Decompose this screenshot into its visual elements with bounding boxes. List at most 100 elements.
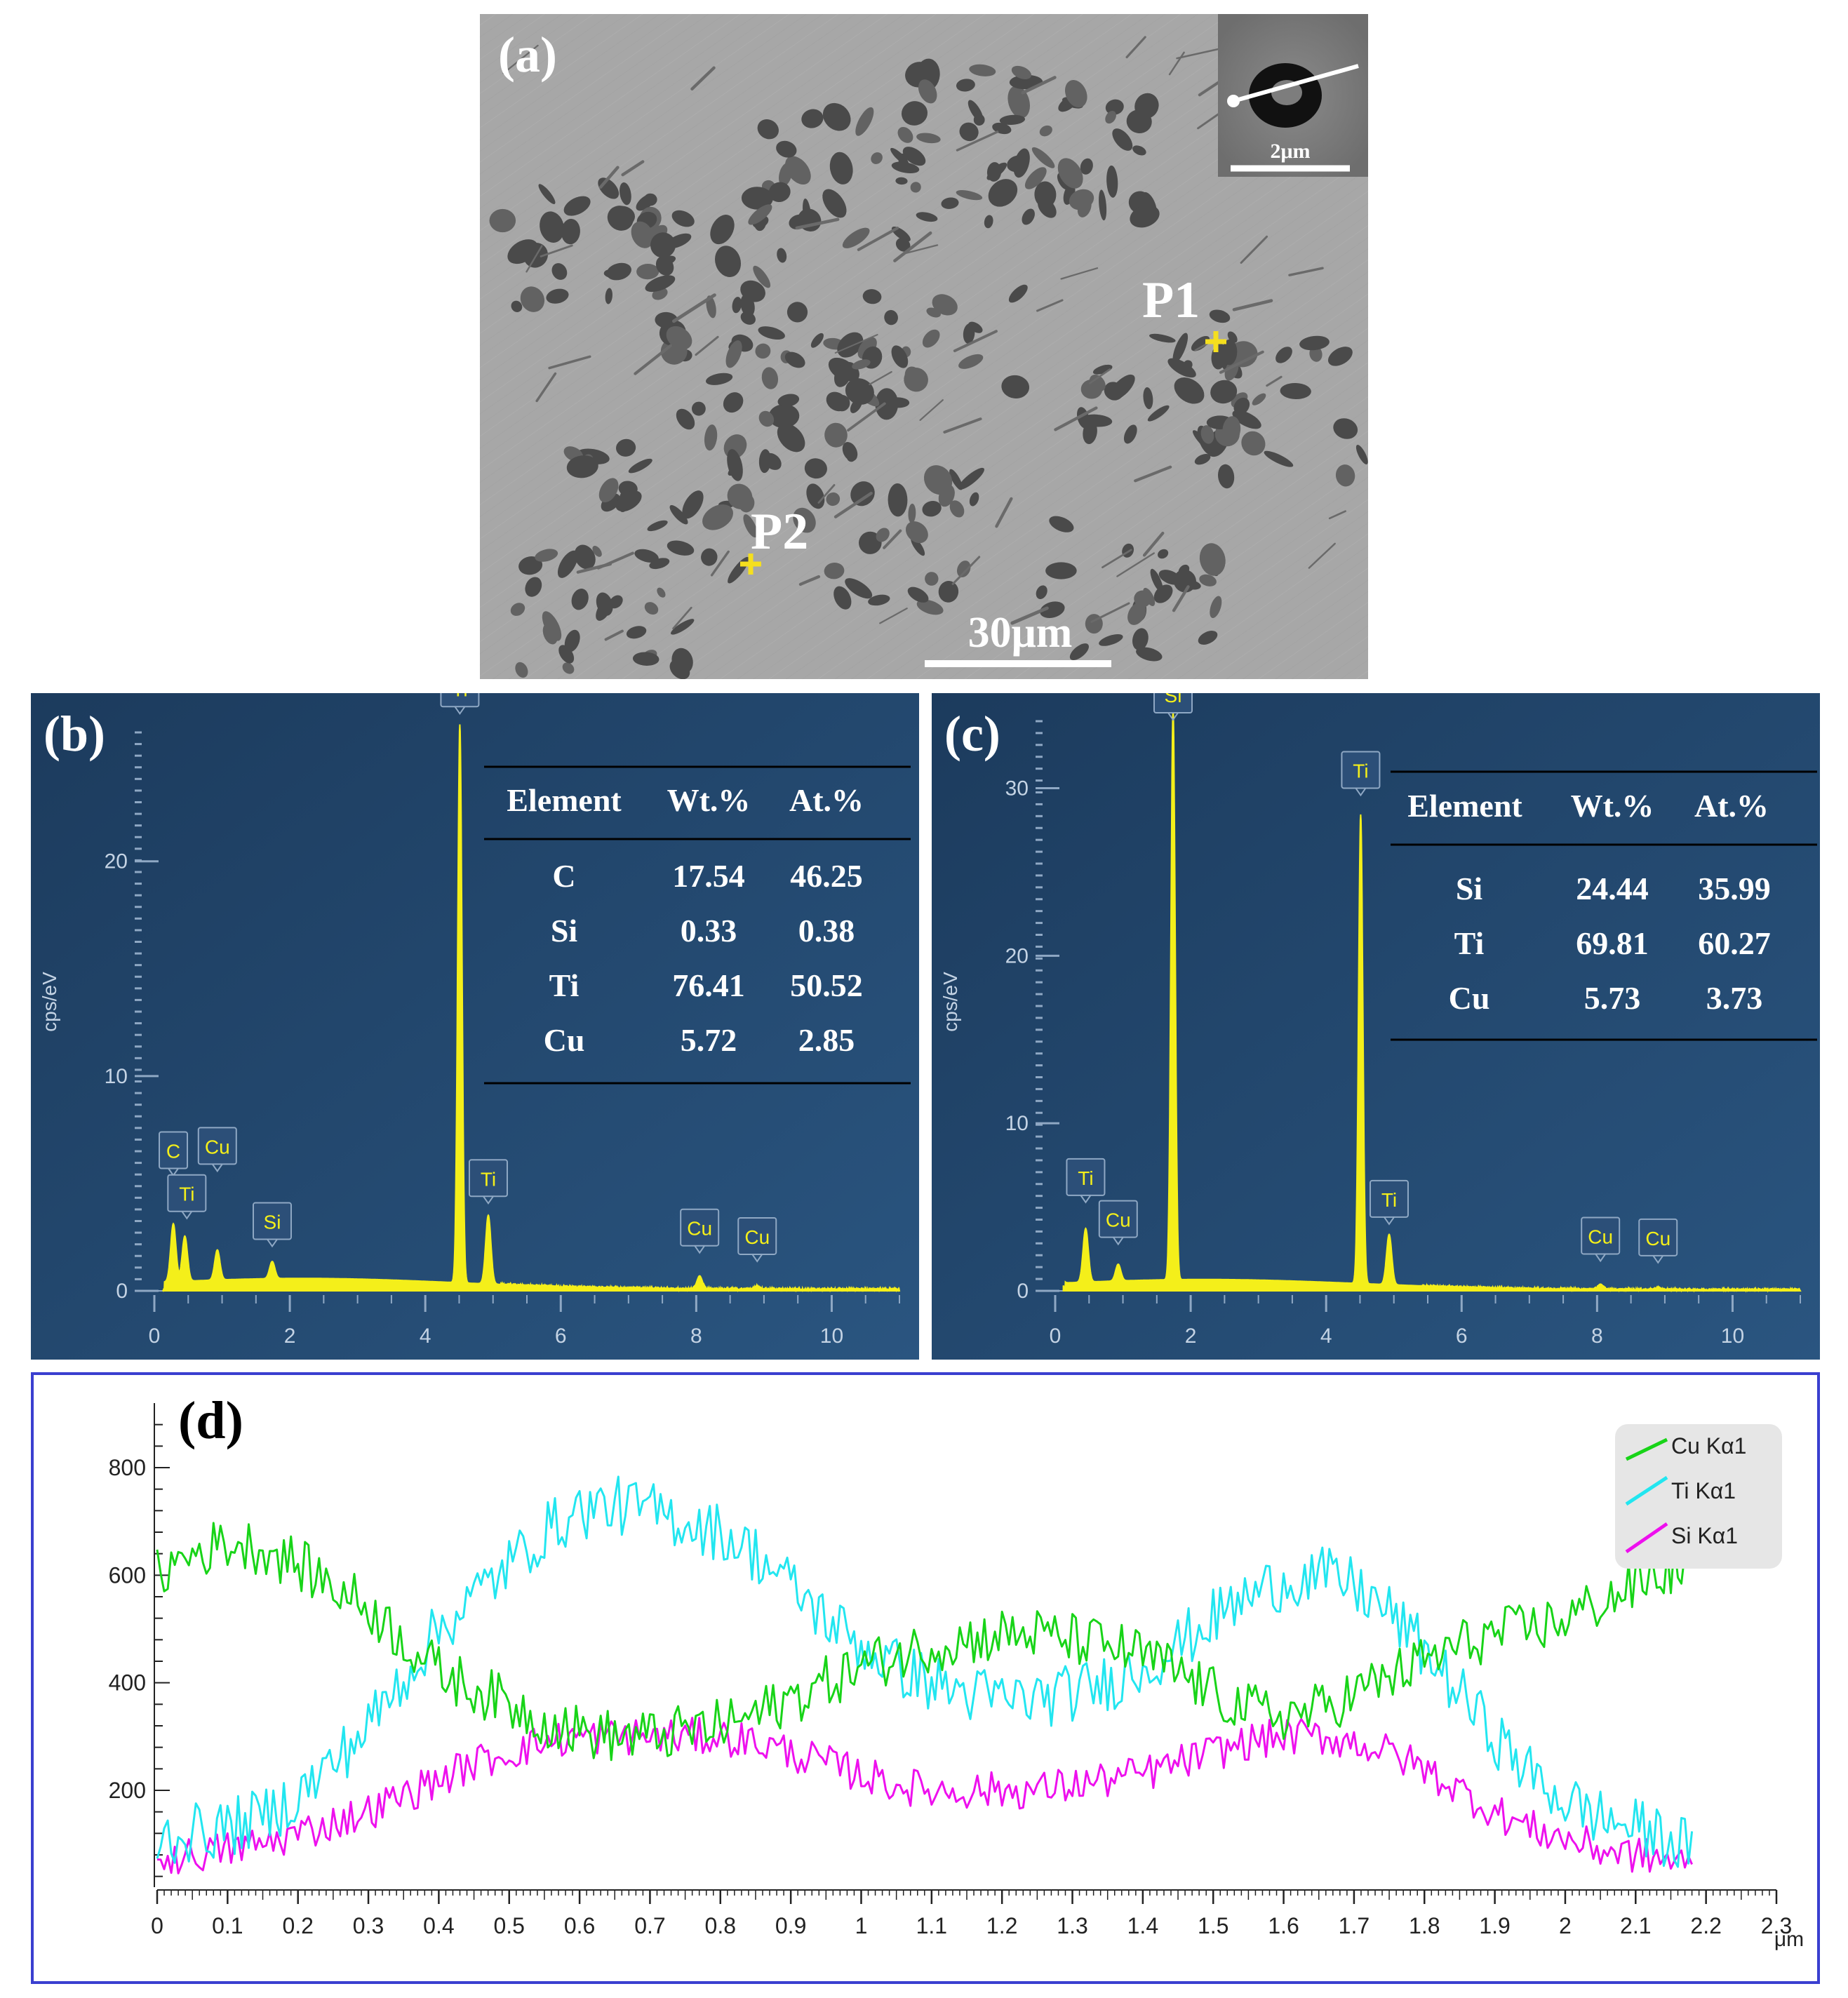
sem-particle [810, 333, 824, 348]
svg-text:Ti: Ti [481, 1168, 496, 1190]
sem-particle [826, 492, 841, 507]
peak-label-ti: Ti [1341, 751, 1381, 797]
sem-particle [785, 156, 811, 185]
sem-particle [777, 394, 800, 407]
y-tick-label-c: 10 [1005, 1112, 1029, 1135]
y-tick-label-d: 800 [109, 1455, 146, 1480]
sem-needle [795, 217, 840, 230]
sem-particle [1132, 145, 1146, 156]
sem-particle [958, 467, 984, 490]
sem-particle [1080, 158, 1093, 175]
sem-particle [967, 100, 984, 123]
sem-particle [1089, 374, 1106, 392]
sem-particle [1123, 424, 1137, 444]
sem-particle [862, 289, 882, 304]
sem-needle [1090, 602, 1130, 623]
sem-particle [804, 458, 827, 479]
sem-particle [822, 102, 851, 131]
x-tick-label-d: 2.3 [1761, 1913, 1792, 1938]
sem-particle [1241, 431, 1266, 456]
sem-particle [916, 133, 941, 144]
sem-particle [728, 463, 743, 476]
sem-needle [1036, 299, 1064, 312]
sem-particle [748, 204, 772, 225]
sem-needle [951, 556, 981, 585]
sem-particle [1199, 543, 1226, 576]
peak-label-cu: Cu [1638, 1218, 1678, 1264]
sem-needle [995, 497, 1013, 528]
point-marker-p2 [740, 554, 761, 575]
sem-particle [618, 488, 631, 513]
table-b-cell: 50.52 [790, 967, 863, 1003]
peak-label-cu: Cu [1581, 1216, 1621, 1263]
sem-particle [895, 177, 908, 185]
sem-particle [1132, 628, 1149, 650]
x-tick-label-c: 2 [1185, 1325, 1197, 1348]
sem-particle [511, 300, 523, 312]
sem-particle [562, 662, 575, 674]
sem-needle [1125, 36, 1146, 59]
sem-particle [891, 226, 911, 242]
sem-particle [1105, 111, 1116, 124]
table-b-cell: Ti [549, 967, 580, 1003]
x-tick-label-d: 1.3 [1057, 1913, 1087, 1938]
sem-particle [1191, 335, 1210, 351]
sem-particle [628, 458, 652, 474]
sem-particle [1007, 86, 1031, 119]
sem-needle [1021, 76, 1057, 95]
table-b-cell: 0.38 [798, 913, 855, 948]
sem-particle [774, 409, 786, 422]
sem-particle [669, 504, 688, 525]
sem-particle [755, 343, 771, 359]
sem-particle [776, 140, 797, 158]
x-tick-label-d: 1.7 [1339, 1913, 1370, 1938]
svg-text:Si: Si [264, 1212, 281, 1233]
sem-particle [1083, 420, 1097, 444]
sem-particle [606, 262, 631, 281]
svg-text:Ti: Ti [452, 693, 467, 700]
legend-swatch-cu [1625, 1437, 1668, 1461]
sem-particle [1099, 634, 1123, 646]
sem-particle [546, 288, 569, 304]
x-tick-label-d: 1 [855, 1913, 868, 1938]
table-c-header-wt: Wt.% [1571, 788, 1654, 824]
sem-particle [1069, 643, 1089, 661]
sem-particle [845, 378, 874, 405]
sem-particle [682, 490, 704, 519]
peak-label-si: Si [252, 1202, 292, 1248]
x-tick-label-d: 1.2 [986, 1913, 1017, 1938]
sem-particle [732, 297, 742, 314]
sem-particle [647, 520, 668, 532]
sem-needle [1288, 267, 1324, 276]
sem-needle [525, 245, 543, 273]
y-tick-label-d: 400 [109, 1670, 146, 1696]
sem-particle [1173, 569, 1196, 593]
peak-label-ti: Ti [167, 1174, 207, 1220]
legend-swatch-ti [1625, 1475, 1668, 1506]
sem-particle [1126, 109, 1152, 133]
sem-particle [855, 107, 874, 136]
sem-needle [576, 562, 612, 574]
sem-particle [714, 246, 742, 277]
sem-particle [596, 592, 613, 616]
sem-particle [1134, 590, 1151, 608]
svg-text:Ti: Ti [179, 1184, 194, 1205]
sem-particle [916, 599, 944, 615]
svg-text:Cu: Cu [1645, 1228, 1670, 1249]
sem-particle [884, 309, 898, 326]
sem-particle [923, 465, 953, 495]
sem-particle [1127, 602, 1146, 625]
panel-label-d: (d) [178, 1391, 243, 1450]
x-tick-label-d: 2.2 [1690, 1913, 1721, 1938]
sem-particle [644, 602, 659, 615]
sem-needle [857, 227, 899, 251]
sem-particle [958, 354, 984, 369]
sem-particles [489, 36, 1368, 680]
panel-label-c: (c) [944, 706, 1000, 762]
sem-particle [1007, 155, 1028, 173]
sem-particle [1200, 425, 1214, 444]
sem-particle [564, 629, 580, 652]
sem-particle [842, 227, 870, 248]
